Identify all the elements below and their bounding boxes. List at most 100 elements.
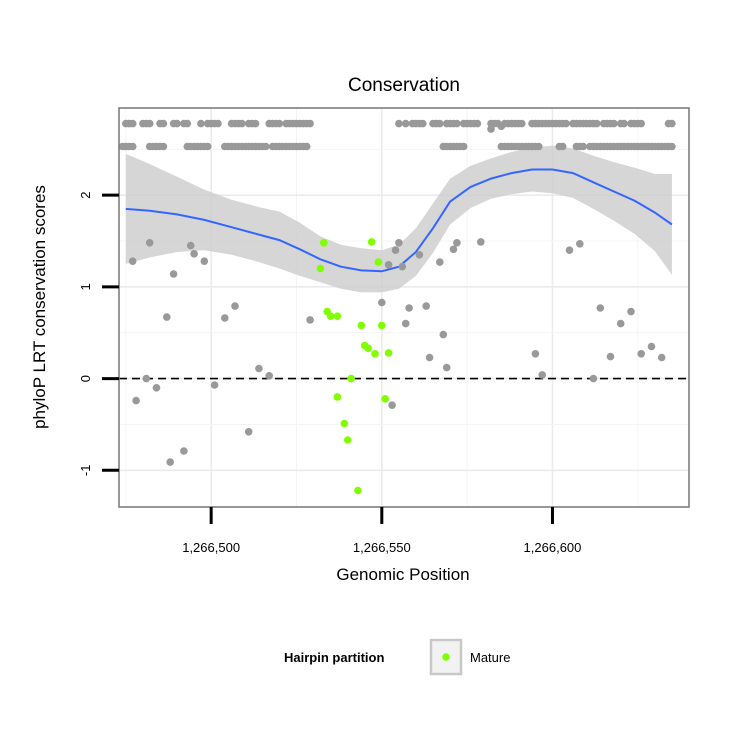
data-point: [419, 119, 427, 128]
data-point: [166, 458, 174, 466]
data-point: [221, 314, 229, 322]
confidence-band: [125, 145, 672, 293]
data-point: [128, 142, 137, 151]
data-point: [531, 350, 540, 358]
data-point: [637, 119, 645, 128]
data-point-mature: [320, 239, 328, 247]
data-point: [436, 119, 444, 128]
data-point-mature: [378, 321, 386, 330]
y-axis-title: phyloP LRT conservation scores: [30, 185, 49, 429]
data-point: [231, 302, 239, 310]
data-point: [477, 238, 485, 246]
data-point: [620, 119, 628, 128]
data-point: [647, 342, 656, 351]
data-point: [415, 251, 424, 259]
data-point: [180, 447, 188, 455]
data-point: [145, 119, 154, 128]
data-point: [425, 353, 434, 362]
data-point: [203, 142, 212, 151]
data-point: [453, 119, 461, 128]
data-point: [459, 142, 468, 151]
data-point-mature: [333, 393, 342, 401]
legend-title: Hairpin partition: [284, 650, 384, 665]
y-tick-label: -1: [78, 465, 93, 477]
data-point: [610, 119, 618, 128]
data-point: [487, 125, 495, 133]
data-point: [197, 119, 205, 128]
data-point: [589, 374, 598, 383]
y-tick-label: 2: [78, 191, 93, 198]
data-point: [596, 304, 605, 312]
data-point: [538, 371, 546, 379]
data-point: [159, 142, 168, 151]
data-point-mature: [364, 344, 373, 353]
data-point-mature: [343, 436, 352, 444]
data-point: [145, 239, 154, 247]
data-point: [668, 142, 676, 151]
data-point-mature: [371, 350, 379, 358]
data-point: [395, 119, 403, 128]
x-tick-label: 1,266,500: [182, 540, 240, 555]
data-point: [152, 384, 161, 392]
data-point: [173, 119, 181, 128]
data-point: [306, 119, 314, 128]
data-point: [244, 428, 253, 436]
data-point: [265, 372, 274, 380]
x-tick-label: 1,266,550: [353, 540, 411, 555]
data-point: [210, 381, 219, 389]
data-point: [275, 119, 284, 128]
y-tick-label: 0: [78, 375, 93, 382]
data-point: [576, 240, 584, 248]
data-point: [558, 142, 567, 151]
data-point: [388, 401, 396, 410]
data-point: [473, 119, 482, 128]
data-point: [436, 258, 444, 266]
data-point: [518, 119, 526, 128]
data-point: [128, 257, 137, 266]
data-point: [378, 298, 386, 307]
data-point: [302, 142, 311, 151]
data-point: [401, 119, 410, 128]
points-layer: [118, 119, 676, 495]
data-point-mature: [357, 321, 366, 330]
data-point: [668, 119, 676, 128]
x-tick-label: 1,266,600: [524, 540, 582, 555]
data-point: [238, 119, 246, 128]
plot-border: [118, 107, 690, 508]
data-point: [391, 246, 400, 254]
data-point: [251, 119, 260, 128]
data-point: [442, 363, 451, 372]
data-point: [159, 119, 168, 128]
data-point: [395, 239, 403, 247]
data-point: [398, 262, 407, 271]
data-point: [214, 119, 222, 128]
data-point: [128, 119, 137, 128]
data-point-mature: [340, 419, 349, 428]
data-point-mature: [316, 264, 325, 273]
legend-label-mature: Mature: [470, 650, 510, 665]
data-point: [384, 261, 393, 269]
data-point: [562, 119, 570, 128]
data-point-mature: [374, 258, 383, 266]
legend-key-point: [442, 653, 450, 661]
data-point-mature: [326, 312, 335, 321]
data-point: [306, 316, 314, 324]
data-point: [535, 142, 543, 151]
data-point: [190, 250, 198, 258]
data-point: [186, 241, 195, 250]
data-point: [637, 350, 645, 358]
data-point: [169, 270, 178, 278]
smooth-line-layer: [125, 168, 673, 273]
data-point-mature: [333, 312, 342, 321]
data-point-mature: [354, 486, 362, 495]
x-axis-title: Genomic Position: [336, 565, 469, 584]
data-point: [183, 119, 192, 128]
data-point: [401, 319, 410, 328]
confidence-band-layer: [125, 145, 672, 293]
data-point: [262, 142, 270, 151]
data-point: [497, 122, 506, 131]
data-point: [453, 239, 461, 247]
data-point: [657, 353, 666, 362]
data-point: [627, 307, 635, 316]
data-point: [422, 302, 431, 310]
